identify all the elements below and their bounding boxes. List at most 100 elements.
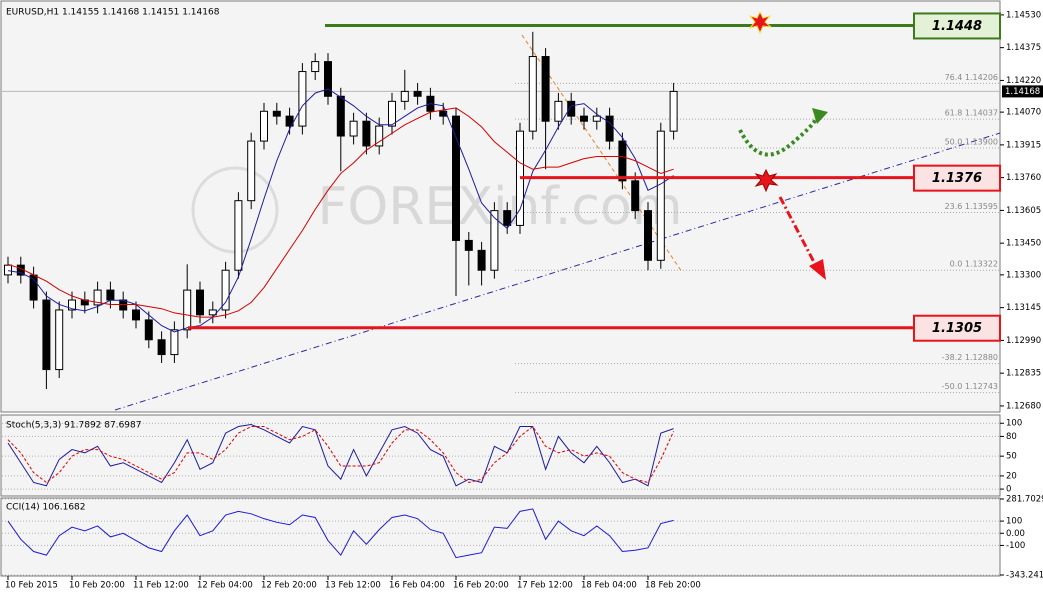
candle-body: [285, 115, 294, 127]
x-tick-label: 10 Feb 2015: [5, 581, 58, 591]
trend-line: [114, 132, 1001, 411]
candle-body: [605, 115, 614, 142]
x-tick-label: 10 Feb 20:00: [69, 581, 125, 591]
candle-body: [132, 309, 140, 321]
down-arrow-head: [809, 259, 826, 280]
candle-body: [247, 140, 256, 202]
y-tick-label: 20: [1006, 471, 1017, 481]
candle-body: [541, 56, 550, 122]
candle-body: [183, 289, 192, 331]
y-tick-label: -343.2416: [1006, 571, 1043, 581]
candle-body: [55, 309, 64, 371]
candle-body: [349, 120, 358, 137]
level-label: 1.1376: [932, 171, 982, 186]
x-tick-label: 16 Feb 20:00: [453, 581, 509, 591]
x-tick-label: 13 Feb 12:00: [325, 581, 381, 591]
y-tick-label: 1.14220: [1006, 76, 1041, 86]
candle-body: [375, 125, 384, 147]
y-tick-label: 1.13145: [1006, 303, 1041, 313]
candle-body: [528, 56, 537, 132]
plot-layer: 1.14530 1.14375 1.14220 1.14070 1.13915 1.137…: [2, 10, 1043, 591]
y-tick-label: 100: [1006, 517, 1022, 527]
candle-body: [656, 130, 665, 261]
y-tick-label: 1.12990: [1006, 336, 1041, 346]
fib-label: 61.8 1.14037: [945, 109, 998, 118]
price-panel: [0, 0, 1001, 413]
x-tick-label: 17 Feb 12:00: [517, 581, 573, 591]
candle-body: [503, 210, 512, 226]
up-arrow: [738, 115, 818, 157]
y-tick-label: 50: [1006, 452, 1017, 462]
y-tick-label: 281.7029: [1006, 495, 1043, 505]
candle-body: [4, 264, 12, 276]
candle-body: [669, 90, 678, 132]
y-tick-label: 1.12680: [1006, 401, 1041, 411]
y-tick-label: 1.13760: [1006, 173, 1041, 183]
level-label: 1.1305: [932, 321, 982, 336]
candle-body: [413, 90, 422, 97]
price-title: EURUSD,H1 1.14155 1.14168 1.14151 1.1416…: [6, 8, 220, 18]
candle-body: [336, 95, 345, 137]
candle-body: [221, 269, 230, 311]
fib-label: 23.6 1.13595: [945, 202, 998, 211]
stoch-title: Stoch(5,3,3) 91.7892 87.6987: [6, 421, 141, 431]
level-box: [913, 12, 1001, 40]
stoch-panel: [0, 414, 1001, 497]
candle-body: [490, 210, 499, 271]
candle-body: [644, 210, 652, 261]
watermark: FOREXinf.com: [318, 177, 683, 237]
y-tick-label: 1.13300: [1006, 270, 1041, 280]
x-tick-label: 12 Feb 04:00: [197, 581, 253, 591]
up-arrow-head: [812, 108, 828, 124]
candle-body: [618, 140, 627, 182]
y-tick-label: 1.12835: [1006, 369, 1041, 379]
y-tick-label: 1.13605: [1006, 206, 1041, 216]
level-label: 1.1448: [932, 19, 982, 34]
candle-body: [170, 329, 179, 356]
y-tick-label: 1.14375: [1006, 43, 1041, 53]
series-line: [7, 88, 674, 333]
y-tick-label: 0: [1006, 485, 1011, 495]
candle-body: [157, 339, 166, 356]
candle-body: [477, 249, 486, 271]
fib-label: 76.4 1.14206: [945, 73, 998, 82]
candle-body: [93, 289, 102, 306]
y-tick-label: 80: [1006, 432, 1017, 442]
x-tick-label: 18 Feb 20:00: [645, 581, 701, 591]
candle-body: [260, 110, 268, 142]
y-tick-label: 100: [1006, 419, 1022, 429]
series-line: [7, 107, 674, 318]
x-tick-label: 12 Feb 20:00: [261, 581, 317, 591]
fib-label: 50.0 1.13900: [945, 138, 998, 147]
series-line: [7, 508, 674, 559]
candle-body: [196, 289, 204, 316]
current-price-box: [1002, 85, 1043, 98]
level-box: [913, 314, 1001, 342]
star-marker: [748, 10, 773, 35]
candle-body: [464, 239, 473, 251]
fib-label: -50.0 1.12743: [942, 382, 998, 391]
candle-body: [324, 61, 332, 97]
candle-body: [388, 100, 396, 127]
fib-label: -38.2 1.12880: [942, 353, 998, 362]
star-marker: [754, 168, 779, 193]
down-arrow: [778, 196, 818, 267]
candle-body: [592, 115, 601, 122]
candle-body: [452, 115, 460, 241]
candle-body: [554, 100, 563, 122]
x-tick-label: 16 Feb 04:00: [389, 581, 445, 591]
candle-body: [234, 200, 243, 271]
candle-body: [567, 100, 576, 117]
candle-body: [144, 319, 153, 341]
candle-body: [42, 299, 51, 371]
fib-base-line: [521, 34, 683, 273]
fib-label: 0.0 1.13322: [950, 260, 998, 269]
cci-title: CCI(14) 106.1682: [6, 503, 86, 513]
candle-body: [311, 61, 320, 73]
candle-body: [631, 180, 640, 212]
candle-body: [400, 90, 409, 102]
candle-body: [272, 110, 281, 117]
y-tick-label: 1.13915: [1006, 140, 1041, 150]
cci-panel: [0, 497, 1001, 577]
candle-body: [362, 120, 371, 147]
